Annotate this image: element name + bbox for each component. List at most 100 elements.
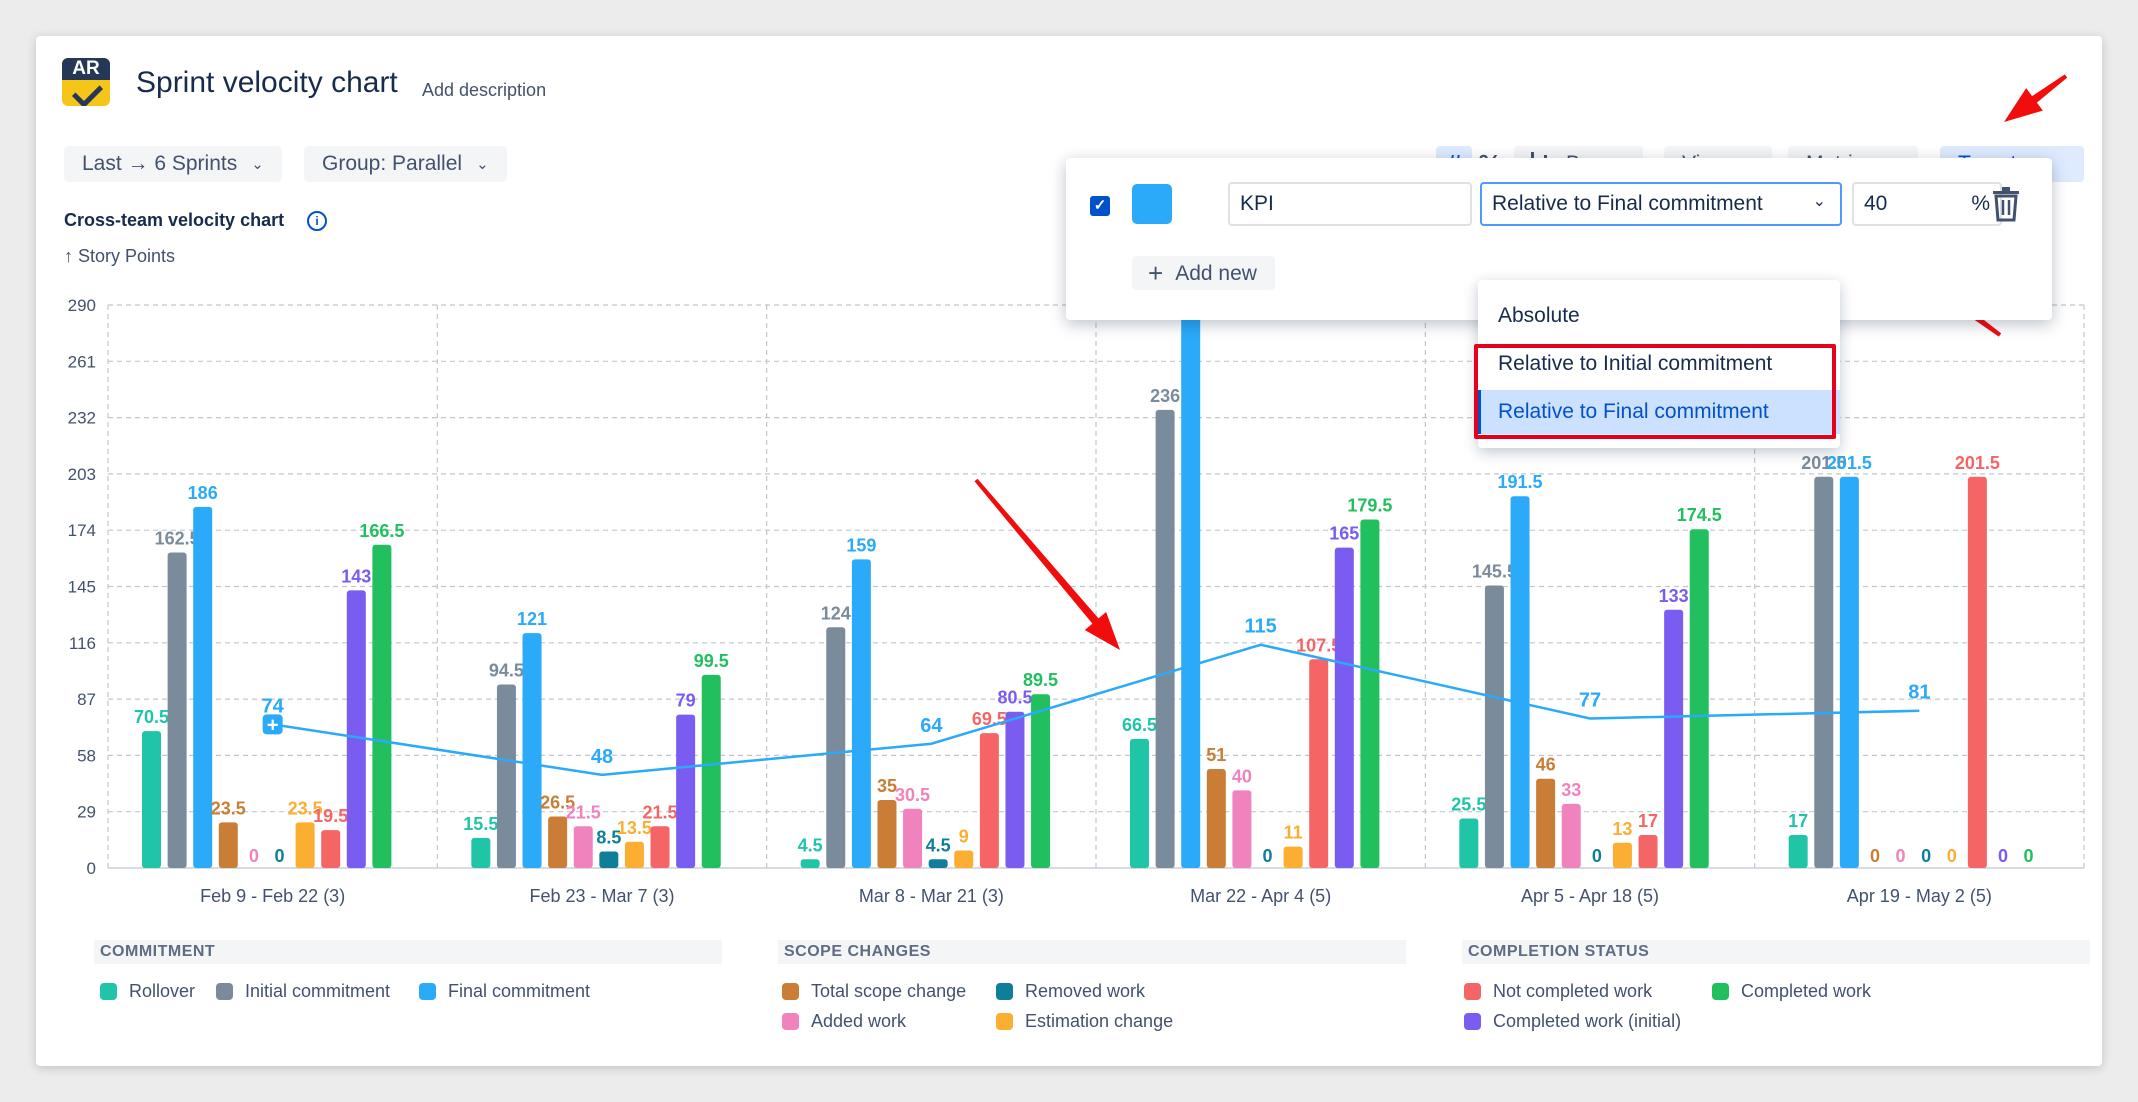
bar (979, 733, 999, 868)
bar (471, 837, 491, 868)
data-label: 0 (2024, 846, 2034, 866)
data-label: 35 (877, 776, 897, 796)
bar (1334, 547, 1354, 868)
add-description-link[interactable]: Add description (422, 80, 547, 100)
bar (1664, 609, 1684, 868)
group-label: Group: Parallel (322, 152, 463, 175)
data-label: 201.5 (1955, 453, 2000, 473)
bar (928, 859, 948, 868)
bar (346, 590, 366, 868)
legend-item-added-work[interactable]: Added work (782, 1010, 906, 1032)
legend-item-removed-work[interactable]: Removed work (996, 980, 1145, 1002)
data-label: 0 (1592, 846, 1602, 866)
bar (1612, 842, 1632, 868)
target-mode-menu: Absolute Relative to Initial commitment … (1478, 280, 1840, 448)
data-label: 66.5 (1122, 715, 1157, 735)
data-label: 186 (188, 483, 218, 503)
target-name-input[interactable]: KPI (1228, 182, 1472, 226)
bar (851, 559, 871, 868)
annotation-arrow (2004, 74, 2068, 122)
target-label: 48 (591, 746, 613, 768)
menu-item-relative-initial[interactable]: Relative to Initial commitment (1498, 352, 1773, 375)
x-tick-label: Apr 19 - May 2 (5) (1847, 886, 1992, 906)
bar (1130, 738, 1149, 868)
sprints-dropdown[interactable]: Last → 6 Sprints ⌄ (64, 146, 282, 182)
bar (599, 851, 619, 868)
legend-item-completed-work[interactable]: Completed work (1712, 980, 1871, 1002)
data-label: 236 (1150, 386, 1180, 406)
data-label: 79 (676, 691, 696, 711)
add-new-target-button[interactable]: + Add new (1132, 256, 1275, 290)
data-label: 4.5 (798, 835, 823, 855)
bar (218, 822, 238, 868)
data-label: 30.5 (895, 785, 930, 805)
target-percent-input[interactable]: 40 % (1852, 182, 2002, 226)
y-tick-label: 87 (77, 690, 96, 709)
data-label: 17 (1638, 811, 1658, 831)
legend-item-initial-commitment[interactable]: Initial commitment (216, 980, 390, 1002)
legend-scope-title: SCOPE CHANGES (778, 940, 1406, 964)
data-label: 8.5 (596, 827, 621, 847)
bar (1283, 846, 1303, 868)
bar (650, 826, 670, 868)
x-tick-label: Feb 23 - Mar 7 (3) (529, 886, 674, 906)
data-label: 0 (1998, 846, 2008, 866)
target-enabled-checkbox[interactable]: ✓ (1090, 196, 1110, 216)
x-tick-label: Apr 5 - Apr 18 (5) (1521, 886, 1659, 906)
bar (1206, 768, 1226, 868)
legend-item-final-commitment[interactable]: Final commitment (419, 980, 590, 1002)
bar (800, 859, 820, 868)
bar (1155, 409, 1175, 868)
data-label: 9 (959, 827, 969, 847)
data-label: 0 (1896, 846, 1906, 866)
legend-item-not-completed-work[interactable]: Not completed work (1464, 980, 1652, 1002)
data-label: 51 (1206, 745, 1226, 765)
legend-item-estimation-change[interactable]: Estimation change (996, 1010, 1173, 1032)
group-dropdown[interactable]: Group: Parallel ⌄ (304, 146, 507, 182)
sprints-label: Last → 6 Sprints (82, 152, 238, 175)
legend-commitment-title: COMMITMENT (94, 940, 722, 964)
bar (321, 830, 341, 868)
bar (826, 627, 846, 868)
menu-item-absolute[interactable]: Absolute (1498, 304, 1580, 327)
bar (1005, 711, 1025, 868)
data-label: 121 (517, 609, 547, 629)
chevron-down-icon: ⌄ (1812, 193, 1826, 210)
legend-item-completed-work-initial[interactable]: Completed work (initial) (1464, 1010, 1681, 1032)
info-icon[interactable]: i (307, 211, 327, 231)
legend-completion-title: COMPLETION STATUS (1462, 940, 2090, 964)
data-label: 0 (274, 846, 284, 866)
data-label: 0 (249, 846, 259, 866)
bar (496, 684, 516, 868)
bar (1309, 659, 1329, 868)
target-label: 115 (1245, 616, 1277, 638)
bar (1788, 834, 1808, 868)
data-label: 145.5 (1472, 562, 1517, 582)
plus-icon: + (1148, 258, 1164, 288)
y-tick-label: 232 (68, 409, 96, 428)
data-label: 166.5 (359, 521, 404, 541)
data-label: 40 (1232, 766, 1252, 786)
bar (1536, 778, 1556, 868)
data-label: 133 (1659, 586, 1689, 606)
target-mode-select[interactable]: Relative to Final commitment ⌄ (1480, 182, 1842, 226)
highlight-box (1474, 344, 1836, 439)
bar (167, 552, 187, 868)
target-color-swatch[interactable] (1132, 184, 1172, 224)
bar (1459, 818, 1479, 868)
bar (1967, 476, 1987, 868)
y-tick-label: 29 (77, 803, 96, 822)
data-label: 21.5 (566, 802, 601, 822)
bar (1638, 834, 1658, 868)
data-label: 13 (1612, 819, 1632, 839)
target-percent-value: 40 (1864, 192, 1888, 215)
menu-item-relative-final[interactable]: Relative to Final commitment (1478, 390, 1840, 434)
trash-icon[interactable] (1990, 186, 2022, 222)
bar (1689, 529, 1709, 868)
y-tick-label: 290 (68, 296, 96, 315)
x-tick-label: Feb 9 - Feb 22 (3) (200, 886, 345, 906)
legend-item-rollover[interactable]: Rollover (100, 980, 195, 1002)
bar (1814, 476, 1834, 868)
bar (1484, 585, 1504, 868)
legend-item-total-scope-change[interactable]: Total scope change (782, 980, 966, 1002)
